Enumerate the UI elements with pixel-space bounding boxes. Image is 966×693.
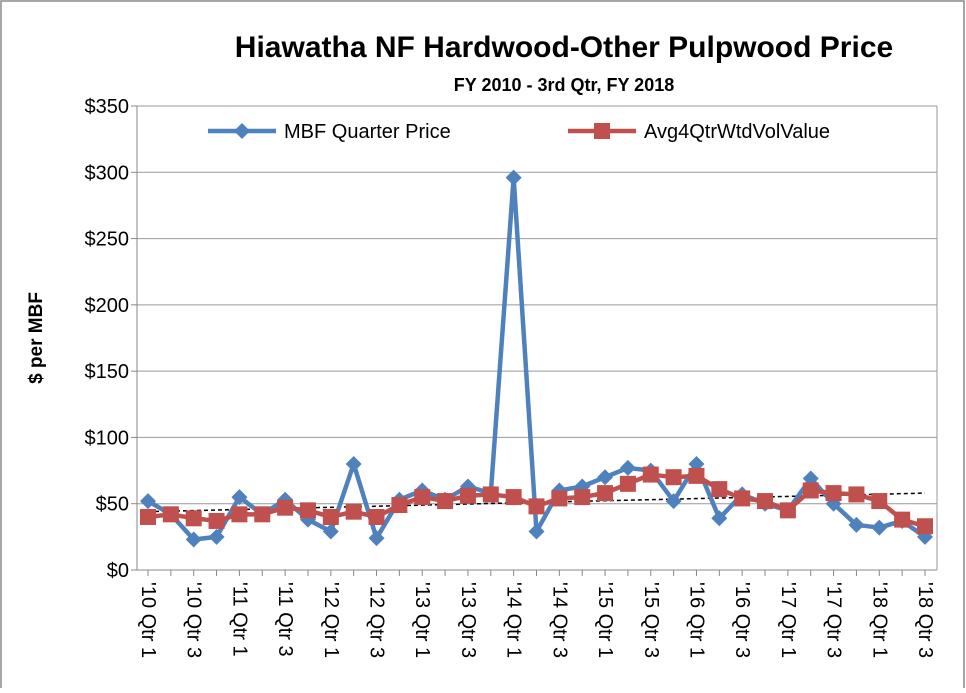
x-tick-label: '16 Qtr 1 — [685, 582, 707, 658]
chart-subtitle: FY 2010 - 3rd Qtr, FY 2018 — [454, 75, 674, 95]
y-tick-label: $50 — [96, 494, 129, 516]
chart-title: Hiawatha NF Hardwood-Other Pulpwood Pric… — [235, 31, 893, 64]
y-tick-label: $350 — [85, 96, 130, 118]
marker — [254, 506, 271, 523]
marker — [711, 481, 728, 498]
marker — [185, 510, 202, 527]
marker — [848, 486, 865, 503]
marker — [871, 519, 888, 536]
marker — [871, 493, 888, 510]
marker — [277, 499, 294, 516]
marker — [234, 123, 250, 139]
legend-label: Avg4QtrWtdVolValue — [644, 121, 830, 143]
x-tick-label: '14 Qtr 3 — [548, 582, 570, 658]
marker — [299, 502, 316, 519]
x-tick-label: '12 Qtr 1 — [320, 582, 342, 658]
marker — [917, 518, 933, 535]
x-tick-label: '12 Qtr 3 — [366, 582, 388, 658]
marker — [505, 169, 522, 186]
marker — [642, 466, 659, 483]
x-tick-label: '16 Qtr 3 — [731, 582, 753, 658]
marker — [368, 508, 385, 525]
marker — [140, 493, 156, 510]
marker — [368, 530, 385, 547]
x-tick-label: '14 Qtr 1 — [503, 582, 525, 658]
marker — [894, 511, 911, 528]
marker — [848, 516, 865, 533]
marker — [437, 493, 454, 510]
x-tick-label: '15 Qtr 3 — [640, 582, 662, 658]
marker — [414, 489, 431, 506]
marker — [619, 475, 636, 492]
x-tick-label: '10 Qtr 1 — [137, 582, 159, 658]
marker — [482, 486, 499, 503]
marker — [825, 485, 842, 502]
x-tick-label: '11 Qtr 1 — [228, 582, 250, 657]
y-tick-label: $200 — [85, 295, 130, 317]
marker — [528, 498, 545, 515]
marker — [757, 493, 774, 510]
marker — [779, 502, 796, 519]
y-tick-label: $100 — [85, 427, 130, 449]
marker — [140, 508, 156, 525]
marker — [528, 523, 545, 540]
y-tick-label: $250 — [85, 229, 130, 251]
marker — [345, 455, 362, 472]
marker — [619, 459, 636, 476]
y-tick-label: $0 — [107, 560, 129, 582]
marker — [574, 489, 591, 506]
marker — [208, 512, 225, 529]
marker — [322, 508, 339, 525]
marker — [551, 490, 568, 507]
marker — [597, 485, 614, 502]
marker — [711, 510, 728, 527]
x-tick-label: '17 Qtr 1 — [777, 582, 799, 658]
x-tick-label: '18 Qtr 3 — [914, 582, 936, 658]
x-tick-label: '13 Qtr 3 — [457, 582, 479, 658]
marker — [208, 528, 225, 545]
marker — [665, 469, 682, 486]
marker — [322, 523, 339, 540]
x-tick-label: '13 Qtr 1 — [411, 582, 433, 658]
marker — [505, 489, 522, 506]
marker — [162, 506, 179, 523]
y-tick-label: $150 — [85, 361, 130, 383]
x-tick-label: '10 Qtr 3 — [183, 582, 205, 658]
x-tick-label: '17 Qtr 3 — [823, 582, 845, 658]
marker — [597, 469, 614, 486]
marker — [345, 503, 362, 520]
marker — [185, 531, 202, 548]
y-axis-label: $ per MBF — [26, 292, 47, 384]
marker — [665, 493, 682, 510]
marker — [391, 497, 408, 514]
marker — [231, 489, 248, 506]
marker — [688, 467, 705, 484]
marker — [231, 506, 248, 523]
marker — [459, 487, 476, 504]
x-tick-label: '18 Qtr 1 — [868, 582, 890, 658]
legend-label: MBF Quarter Price — [284, 121, 451, 143]
marker — [802, 482, 819, 499]
y-tick-label: $300 — [85, 162, 130, 184]
marker — [734, 490, 751, 507]
marker — [594, 123, 610, 139]
x-tick-label: '11 Qtr 3 — [274, 582, 296, 657]
x-tick-label: '15 Qtr 1 — [594, 582, 616, 658]
